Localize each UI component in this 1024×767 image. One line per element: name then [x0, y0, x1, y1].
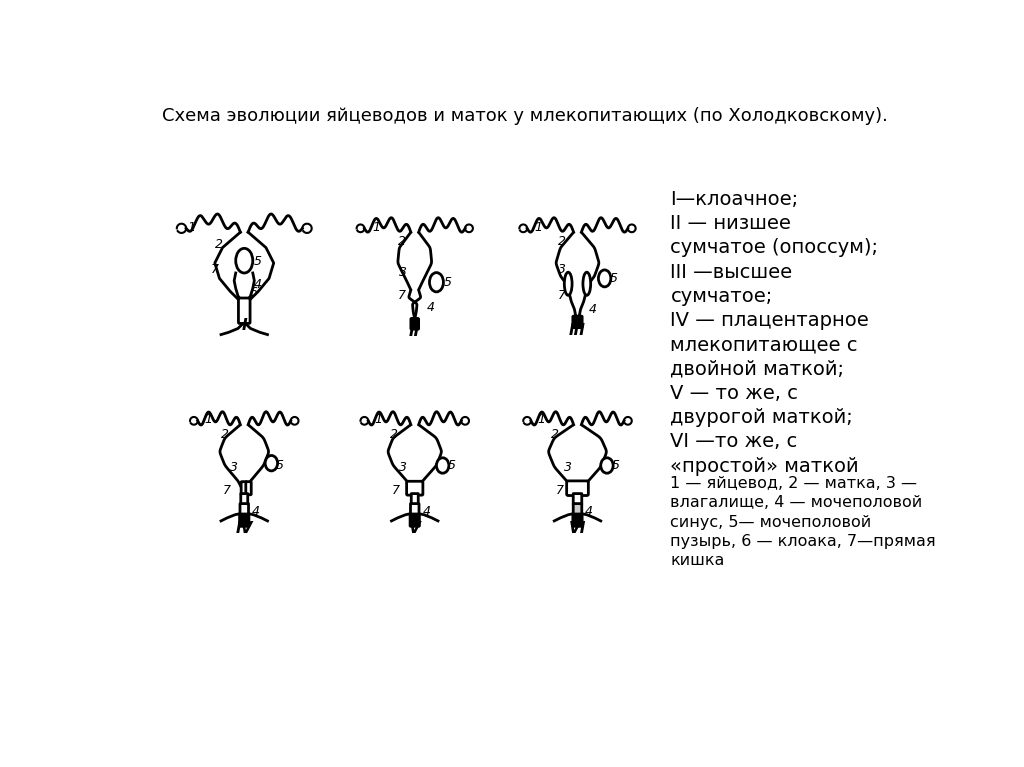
Text: 7: 7: [211, 263, 219, 276]
Text: 3: 3: [563, 461, 571, 474]
Ellipse shape: [583, 272, 591, 295]
FancyBboxPatch shape: [573, 494, 582, 505]
Text: 4: 4: [586, 505, 593, 518]
FancyBboxPatch shape: [573, 504, 582, 515]
Text: 2: 2: [551, 428, 559, 441]
Text: 4: 4: [426, 301, 434, 314]
Text: 3: 3: [558, 263, 566, 276]
Text: 1: 1: [187, 221, 196, 234]
Text: 3: 3: [399, 266, 408, 279]
Ellipse shape: [236, 249, 253, 273]
Text: 4: 4: [252, 505, 260, 518]
Text: 7: 7: [397, 289, 406, 302]
Text: 1: 1: [375, 413, 382, 426]
Text: 4: 4: [254, 278, 262, 291]
Text: VI: VI: [568, 522, 586, 536]
Text: 1: 1: [535, 221, 543, 234]
Text: 3: 3: [230, 461, 239, 474]
Text: 5: 5: [275, 459, 284, 472]
FancyBboxPatch shape: [239, 298, 250, 324]
Text: 7: 7: [556, 484, 564, 497]
FancyBboxPatch shape: [411, 318, 419, 329]
Text: 2: 2: [221, 428, 229, 441]
FancyBboxPatch shape: [410, 514, 420, 526]
Text: 5: 5: [610, 272, 618, 285]
Text: 1: 1: [204, 413, 212, 426]
Ellipse shape: [436, 458, 449, 473]
Text: 3: 3: [399, 461, 408, 474]
Text: 7: 7: [222, 484, 230, 497]
Ellipse shape: [265, 456, 278, 471]
Text: 5: 5: [447, 459, 456, 472]
FancyBboxPatch shape: [412, 494, 418, 505]
Text: 6: 6: [250, 286, 258, 299]
Text: III: III: [569, 323, 586, 337]
Text: 1: 1: [372, 221, 380, 234]
FancyBboxPatch shape: [407, 481, 423, 495]
Text: 4: 4: [423, 505, 430, 518]
FancyBboxPatch shape: [411, 504, 419, 515]
FancyBboxPatch shape: [572, 316, 583, 328]
Ellipse shape: [598, 270, 611, 287]
Ellipse shape: [564, 272, 572, 295]
Text: 2: 2: [215, 238, 223, 251]
Ellipse shape: [601, 458, 613, 473]
Text: 1: 1: [538, 413, 545, 426]
Text: 2: 2: [390, 428, 398, 441]
FancyBboxPatch shape: [241, 494, 248, 505]
Text: 2: 2: [397, 235, 406, 249]
Text: 5: 5: [254, 255, 262, 268]
Text: I—клоачное;
II — низшее
сумчатое (опоссум);
III —высшее
сумчатое;
IV — плацентар: I—клоачное; II — низшее сумчатое (опоссу…: [671, 189, 879, 476]
Text: 7: 7: [391, 484, 399, 497]
Text: V: V: [409, 522, 421, 536]
Text: I: I: [242, 318, 247, 333]
Text: 1 — яйцевод, 2 — матка, 3 —
влагалище, 4 — мочеполовой
синус, 5— мочеполовой
пуз: 1 — яйцевод, 2 — матка, 3 — влагалище, 4…: [671, 476, 936, 568]
Text: 7: 7: [558, 289, 566, 302]
Text: 4: 4: [589, 303, 597, 316]
Text: 2: 2: [558, 235, 566, 249]
Text: 5: 5: [444, 276, 453, 289]
FancyBboxPatch shape: [566, 481, 589, 495]
Text: 5: 5: [611, 459, 620, 472]
FancyBboxPatch shape: [240, 514, 249, 526]
FancyBboxPatch shape: [240, 504, 249, 515]
Text: Схема эволюции яйцеводов и маток у млекопитающих (по Холодковскому).: Схема эволюции яйцеводов и маток у млеко…: [162, 107, 888, 125]
FancyBboxPatch shape: [246, 482, 251, 495]
FancyBboxPatch shape: [241, 482, 247, 495]
Ellipse shape: [429, 272, 443, 292]
Text: IV: IV: [236, 522, 253, 536]
Text: II: II: [410, 324, 421, 339]
FancyBboxPatch shape: [572, 514, 583, 526]
